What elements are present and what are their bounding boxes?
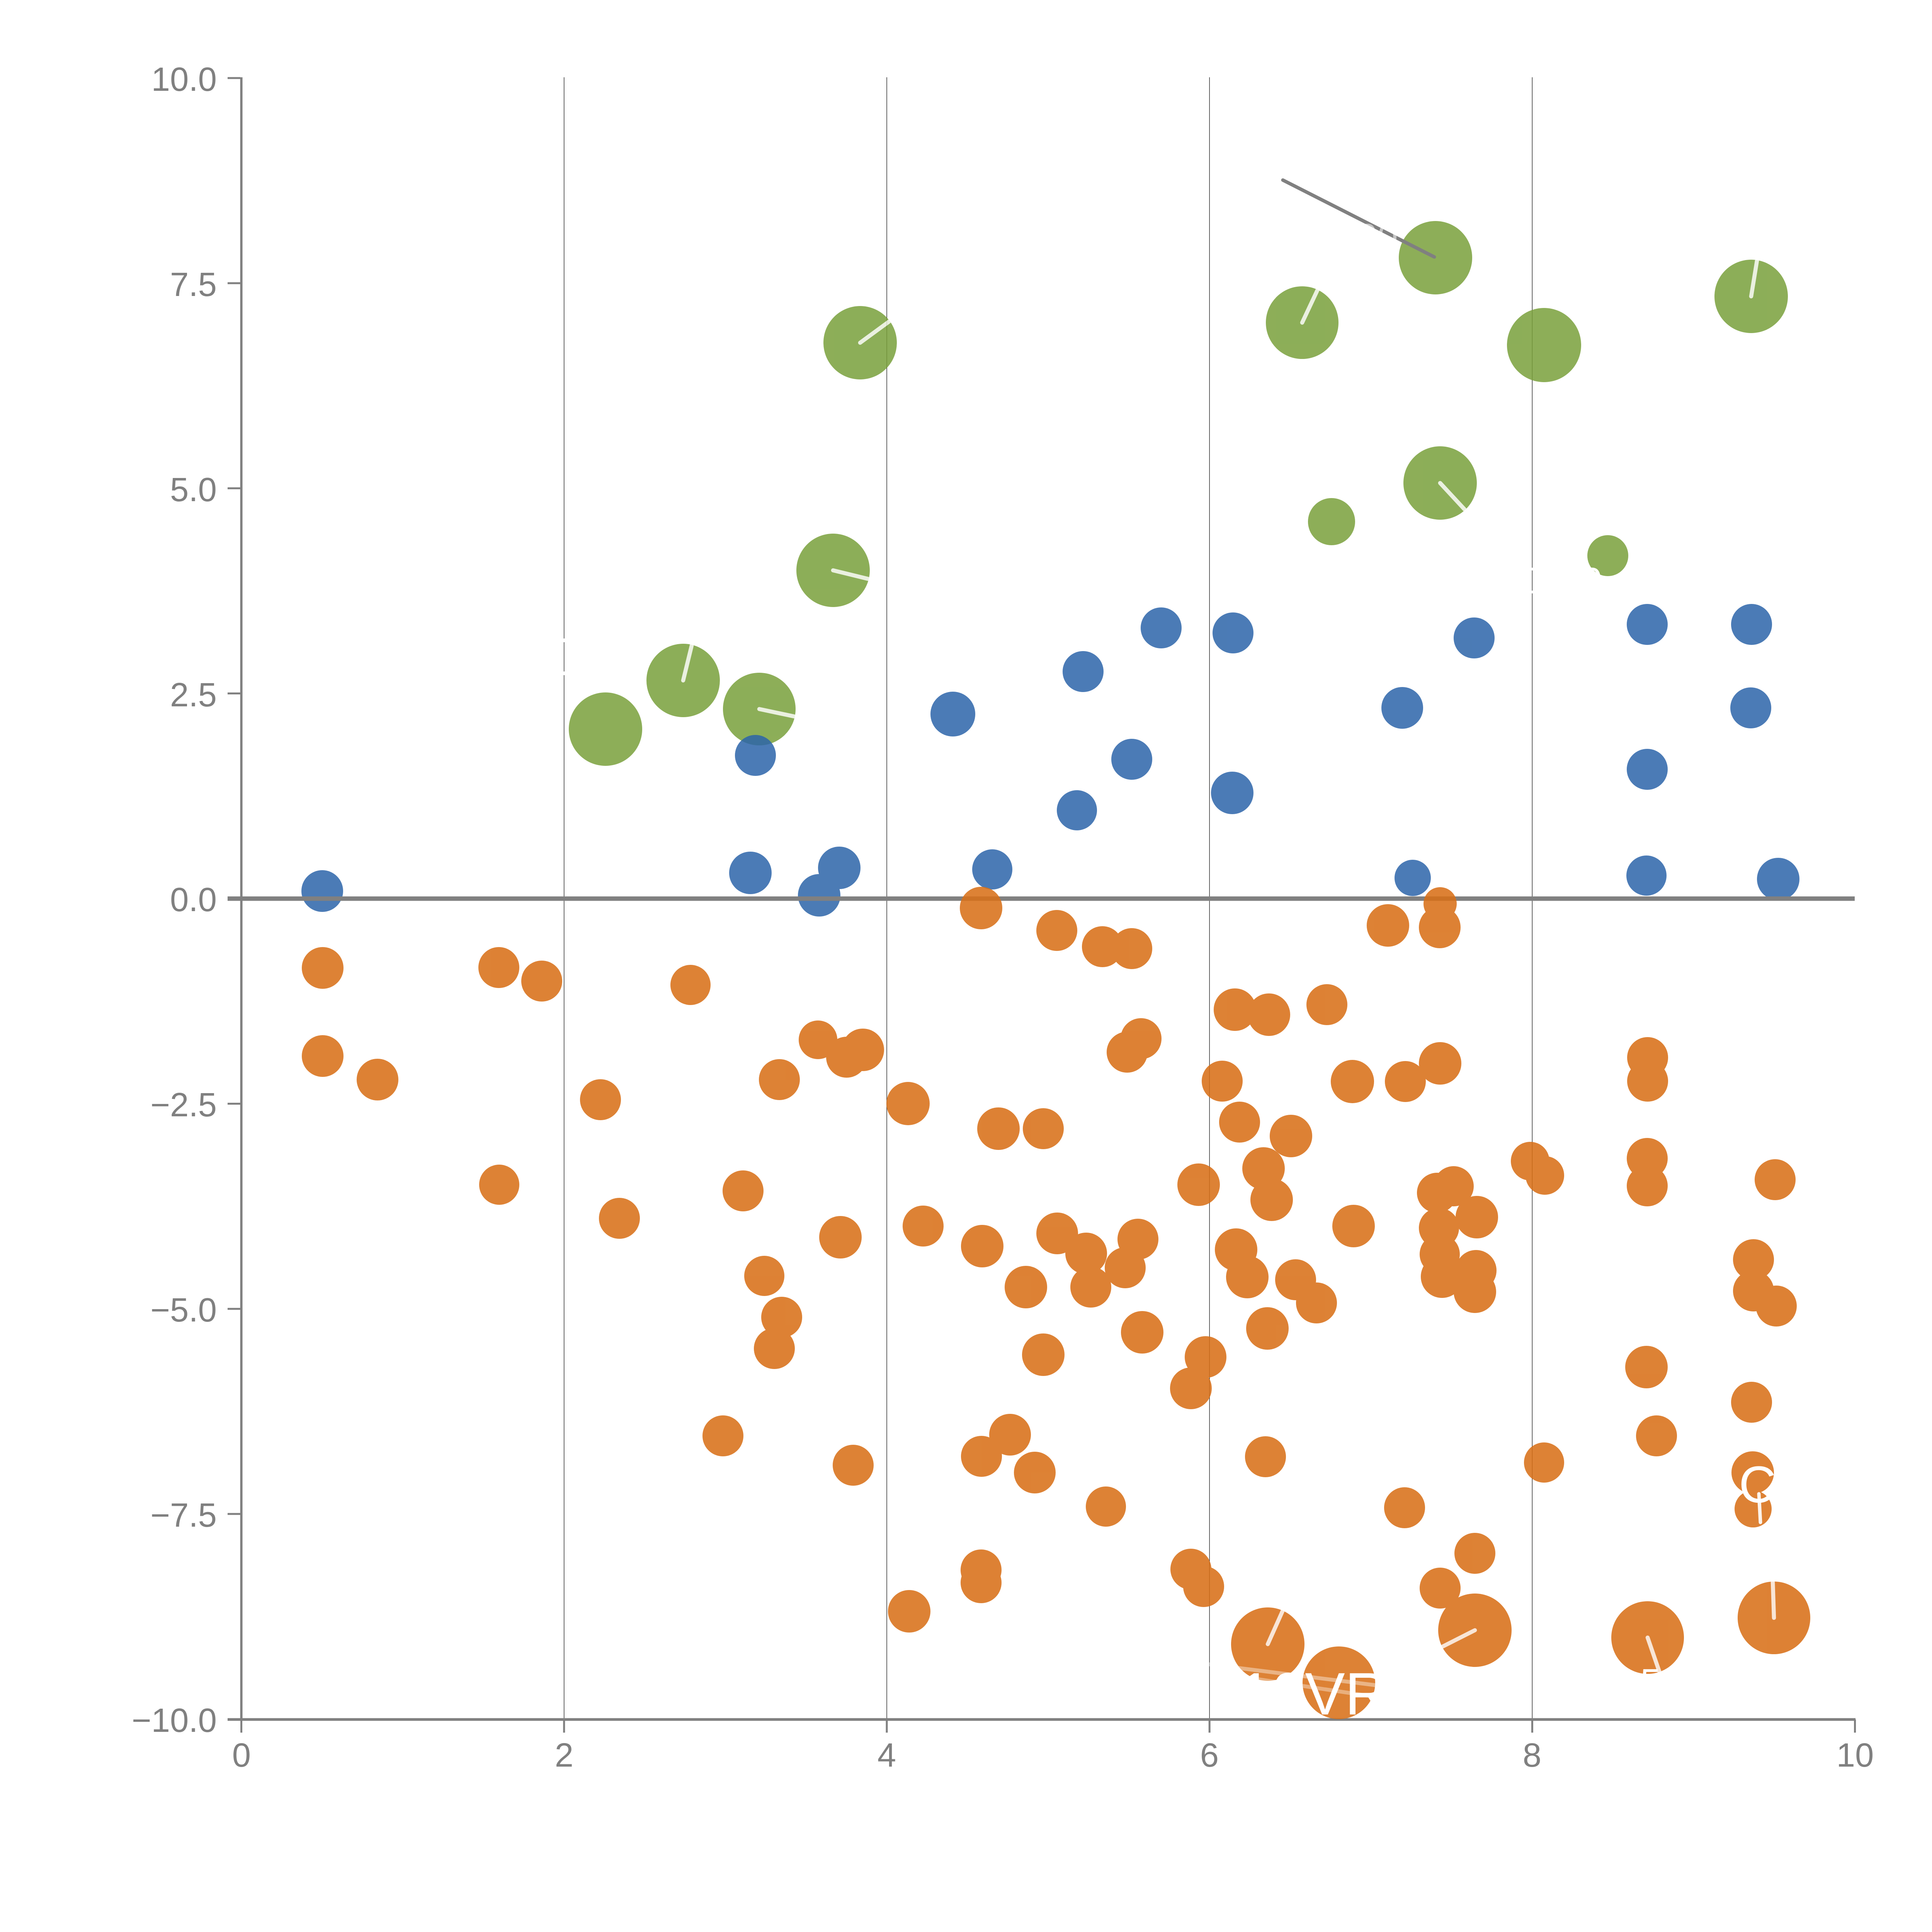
svg-text:10: 10 <box>1837 1736 1874 1774</box>
svg-text:−7.5: −7.5 <box>150 1497 217 1534</box>
svg-text:0000: 0000 <box>1520 560 1602 601</box>
svg-text:6: 6 <box>1200 1736 1219 1774</box>
svg-text:0.0: 0.0 <box>170 881 217 918</box>
svg-text:2.5: 2.5 <box>170 676 217 714</box>
svg-text:C: C <box>1739 1456 1776 1514</box>
svg-text:10VR: 10VR <box>1238 1660 1388 1727</box>
svg-text:10.0: 10.0 <box>151 61 217 98</box>
svg-text:0: 0 <box>550 628 579 686</box>
svg-text:8: 8 <box>1523 1736 1541 1774</box>
svg-text:−10.0: −10.0 <box>132 1702 217 1739</box>
svg-text:4: 4 <box>878 1736 896 1774</box>
svg-text:50: 50 <box>1640 1662 1681 1702</box>
svg-text:0: 0 <box>232 1736 251 1774</box>
svg-text:−2.5: −2.5 <box>150 1086 217 1124</box>
svg-text:−5.0: −5.0 <box>150 1291 217 1329</box>
svg-text:00: 00 <box>1357 216 1398 257</box>
svg-text:5.0: 5.0 <box>170 471 217 509</box>
svg-text:7.5: 7.5 <box>170 266 217 303</box>
svg-text:2: 2 <box>555 1736 573 1774</box>
